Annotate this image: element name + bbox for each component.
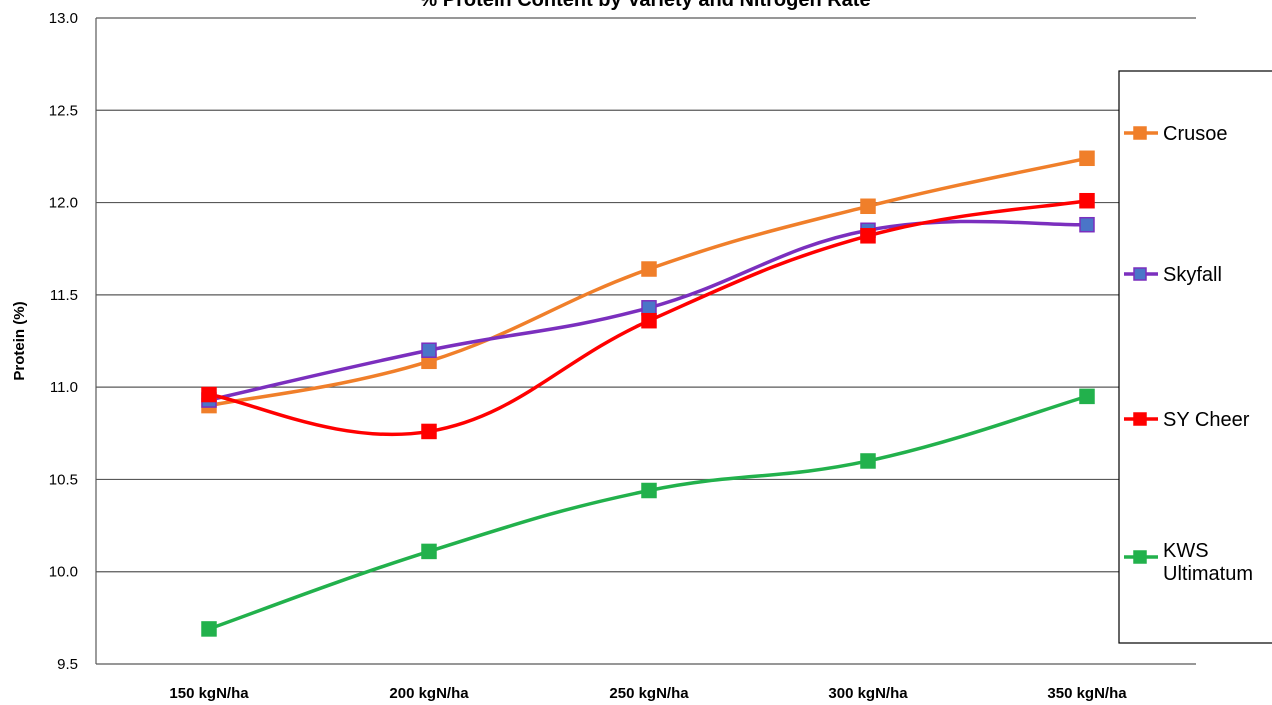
data-point-kws-ultimatum bbox=[1079, 388, 1095, 405]
legend-marker-sy-cheer bbox=[1133, 412, 1147, 426]
data-point-sy-cheer bbox=[1079, 192, 1095, 209]
y-tick-labels: 9.5 10.0 10.5 11.0 11.5 12.0 12.5 13.0 bbox=[49, 10, 78, 673]
series-lines bbox=[208, 156, 1088, 631]
y-tick-label: 12.0 bbox=[49, 195, 78, 212]
x-tick-label: 300 kgN/ha bbox=[828, 685, 908, 702]
y-tick-label: 10.5 bbox=[49, 471, 78, 488]
data-point-kws-ultimatum bbox=[641, 482, 657, 499]
y-tick-label: 12.5 bbox=[49, 102, 78, 119]
y-tick-label: 13.0 bbox=[49, 10, 78, 27]
legend-marker-skyfall bbox=[1133, 267, 1147, 281]
legend: Crusoe Skyfall SY Cheer KWS Ultimatum bbox=[1118, 70, 1272, 644]
legend-label-skyfall: Skyfall bbox=[1163, 264, 1222, 286]
data-point-kws-ultimatum bbox=[201, 621, 217, 637]
y-tick-label: 11.5 bbox=[50, 287, 78, 304]
chart-title: % Protein Content by Variety and Nitroge… bbox=[419, 0, 870, 11]
data-point-crusoe bbox=[860, 198, 876, 215]
series-markers bbox=[201, 150, 1095, 637]
y-tick-label: 10.0 bbox=[49, 564, 78, 581]
data-point-kws-ultimatum bbox=[421, 543, 437, 560]
data-point-sy-cheer bbox=[201, 386, 217, 403]
data-point-skyfall bbox=[1079, 216, 1095, 233]
legend-marker-kws-ultimatum bbox=[1133, 550, 1147, 564]
data-point-skyfall bbox=[421, 342, 437, 358]
gridlines bbox=[95, 17, 1196, 665]
data-point-sy-cheer bbox=[641, 312, 657, 329]
data-point-crusoe bbox=[1079, 150, 1095, 167]
x-tick-labels: 150 kgN/ha 200 kgN/ha 250 kgN/ha 300 kgN/ha… bbox=[169, 685, 1127, 702]
legend-label-sy-cheer: SY Cheer bbox=[1163, 409, 1250, 431]
x-tick-label: 250 kgN/ha bbox=[609, 685, 689, 702]
data-point-kws-ultimatum bbox=[860, 453, 876, 469]
legend-label-kws-ultimatum: KWS Ultimatum bbox=[1163, 540, 1253, 585]
data-point-crusoe bbox=[641, 261, 657, 277]
legend-box bbox=[1118, 70, 1272, 644]
legend-label-crusoe: Crusoe bbox=[1163, 123, 1227, 145]
data-point-skyfall bbox=[641, 300, 657, 316]
x-tick-label: 350 kgN/ha bbox=[1047, 685, 1127, 702]
x-tick-label: 150 kgN/ha bbox=[169, 685, 249, 702]
y-tick-label: 9.5 bbox=[57, 656, 78, 673]
y-axis-title: Protein (%) bbox=[11, 301, 28, 380]
legend-marker-crusoe bbox=[1133, 126, 1147, 140]
data-point-sy-cheer bbox=[421, 423, 437, 440]
y-tick-label: 11.0 bbox=[50, 379, 78, 396]
data-point-sy-cheer bbox=[860, 228, 876, 244]
x-tick-label: 200 kgN/ha bbox=[389, 685, 469, 702]
